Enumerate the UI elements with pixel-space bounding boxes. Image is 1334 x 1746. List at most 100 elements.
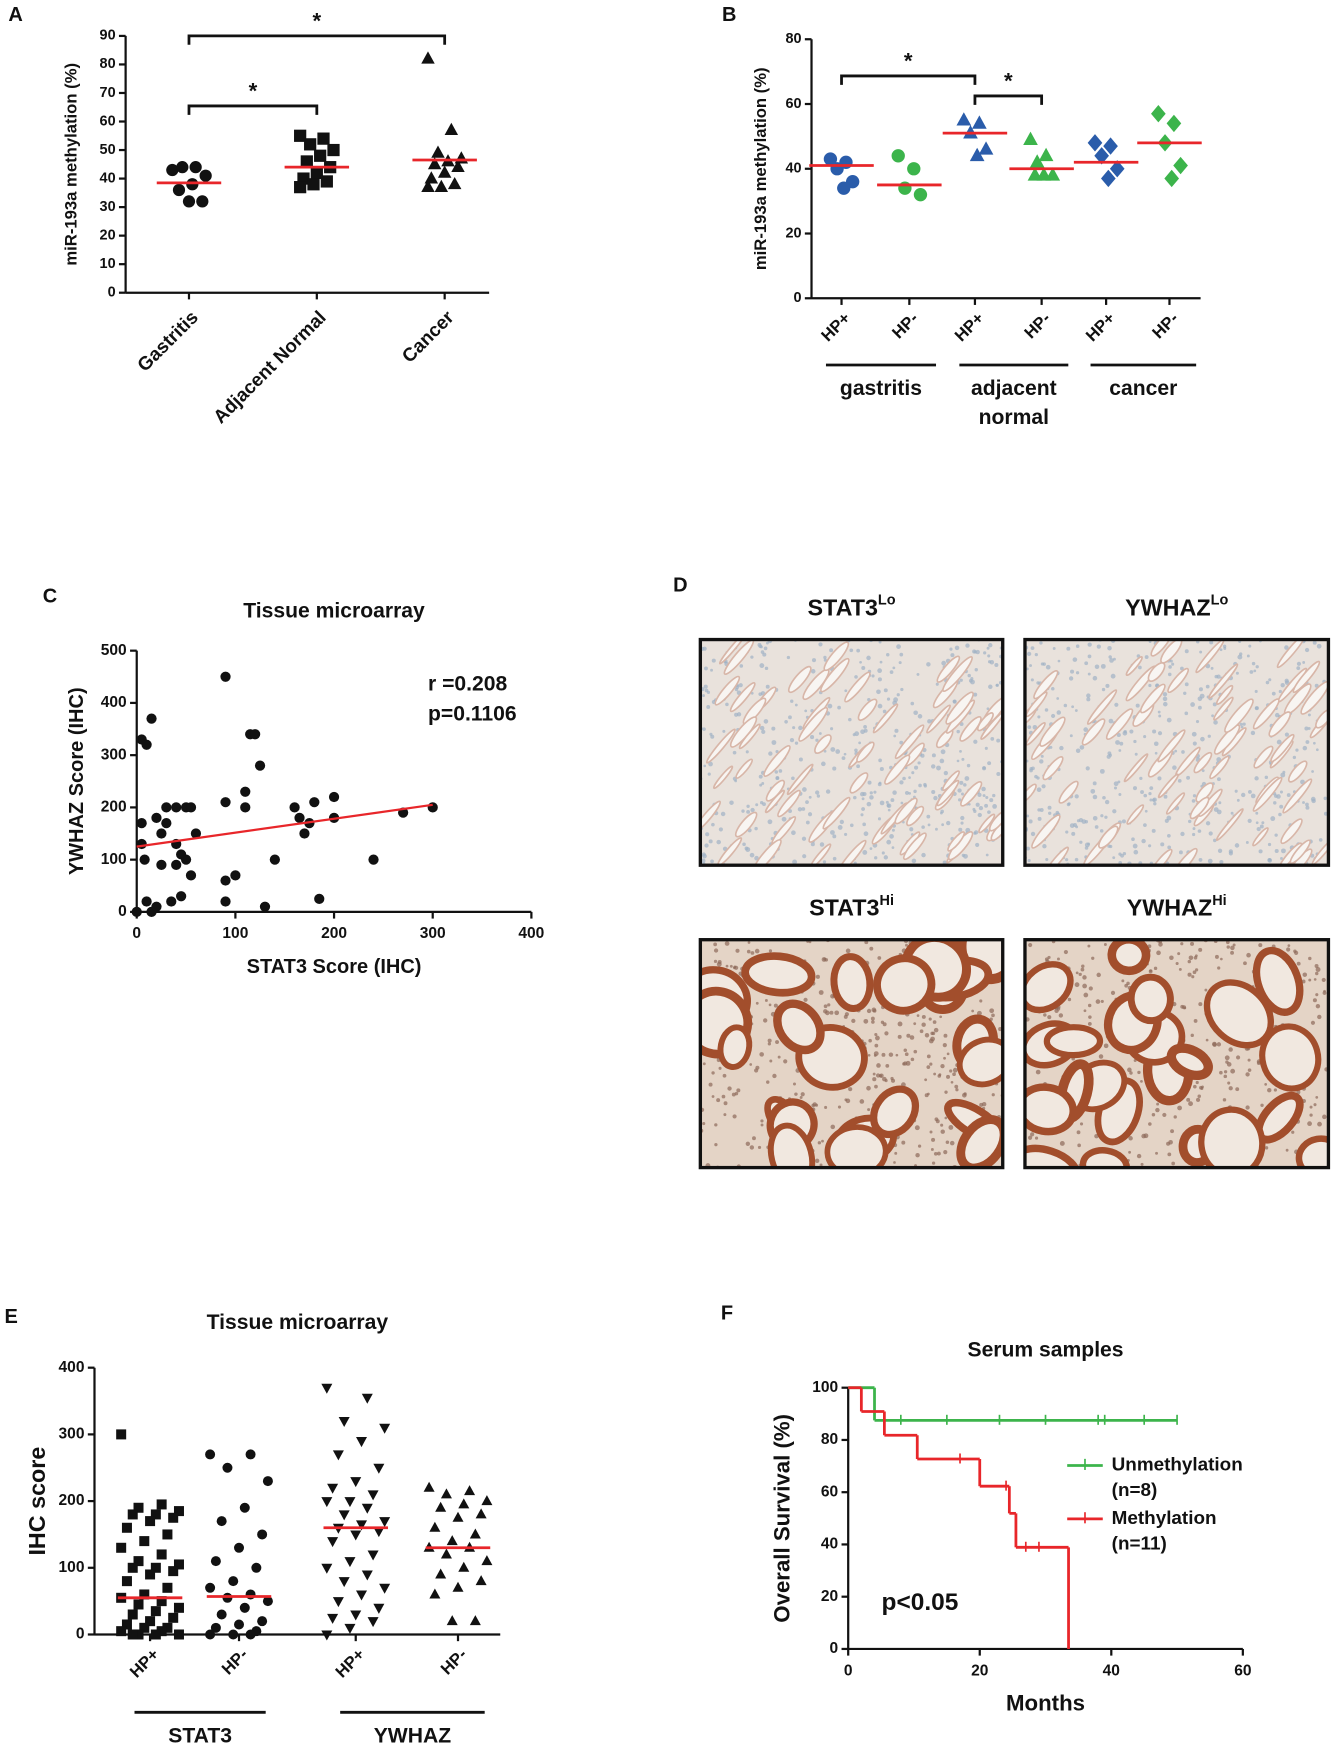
nucleus [1198,687,1203,692]
nucleus [1090,788,1096,794]
marker [262,1596,273,1607]
nucleus [1083,992,1089,998]
nucleus [921,852,926,858]
nucleus [708,1082,713,1087]
nucleus [954,1084,959,1089]
x-tick-label: HP+ [951,308,988,345]
nucleus [843,752,847,756]
nucleus [816,794,821,798]
nucleus [1167,1152,1172,1157]
nucleus [700,858,706,864]
nucleus [876,689,881,695]
point [141,896,152,907]
point [427,802,438,813]
nucleus [732,750,737,755]
nucleus [784,719,788,724]
y-tick-label: 60 [821,1483,839,1500]
nucleus [1207,734,1211,738]
nucleus [979,1102,984,1107]
nucleus [956,759,960,763]
nucleus [823,658,827,662]
point [220,896,231,907]
nucleus [1074,857,1079,862]
point [161,802,172,813]
marker [452,1581,464,1592]
marker [1038,147,1054,162]
point [161,817,172,829]
nucleus [1115,740,1120,745]
y-tick-label: 40 [785,161,801,177]
nucleus [1137,1070,1141,1075]
nucleus [1066,646,1071,651]
nucleus [747,941,751,944]
nucleus [815,974,820,979]
y-tick-label: 30 [100,199,116,215]
nucleus [1250,730,1256,736]
tubule [1215,684,1234,705]
nucleus [933,1072,937,1076]
nucleus [1281,848,1286,854]
marker [1023,131,1038,145]
nucleus [1259,824,1264,829]
nucleus [1180,831,1185,837]
nucleus [1105,683,1110,688]
nucleus [749,1063,753,1066]
nucleus [1040,662,1045,666]
annotation: r =0.208 [428,673,507,696]
nucleus [1305,802,1309,807]
nucleus [949,1069,953,1073]
gland [956,1115,1003,1168]
nucleus [759,725,765,731]
nucleus [874,1043,879,1048]
nucleus [821,1139,824,1143]
nucleus [760,1119,764,1123]
marker [823,152,838,166]
nucleus [903,1048,908,1053]
gland [1043,1024,1104,1059]
nucleus [1084,842,1090,848]
nucleus [1291,1130,1295,1134]
marker [304,138,317,151]
nucleus [877,703,883,709]
y-tick-label: 0 [830,1640,839,1657]
nucleus [755,1001,759,1005]
nucleus [1169,955,1174,961]
marker [133,1629,144,1640]
nucleus [875,1035,880,1041]
nucleus [923,782,927,787]
nucleus [1264,1146,1269,1150]
nucleus [1045,857,1049,862]
nucleus [1204,988,1208,992]
tubule [942,655,973,693]
nucleus [746,949,751,954]
nucleus [959,749,962,753]
nucleus [1175,961,1179,966]
nucleus [1143,735,1147,739]
marker [310,166,323,179]
nucleus [721,1094,726,1099]
nucleus [767,1038,772,1043]
x-tick-label: HP- [437,1645,471,1679]
nucleus [805,800,809,804]
nucleus [1107,645,1112,651]
nucleus [1044,708,1049,712]
nucleus [1071,831,1076,836]
nucleus [1315,748,1319,752]
tubule [1252,776,1283,812]
marker [338,1577,350,1588]
nucleus [791,776,795,781]
nucleus [716,839,721,845]
nucleus [1167,833,1171,838]
x-tick-label: 100 [222,925,248,942]
significance-label: * [312,8,321,33]
nucleus [929,1062,933,1066]
nucleus [834,1010,840,1016]
nucleus [1092,781,1097,786]
nucleus [1122,851,1127,856]
nucleus [1284,645,1289,650]
nucleus [1174,749,1178,753]
marker [475,1575,487,1586]
nucleus [1222,1098,1227,1102]
nucleus [1323,796,1327,801]
nucleus [1028,819,1033,824]
